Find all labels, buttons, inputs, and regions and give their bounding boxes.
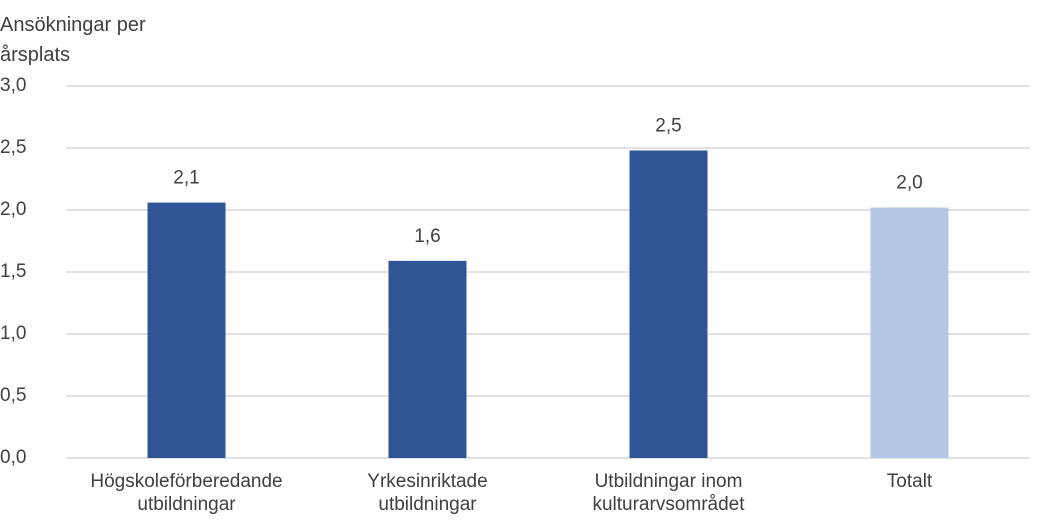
x-tick-label: Utbildningar inom kulturarvsområdet <box>592 471 745 515</box>
value-label: 2,0 <box>896 173 922 194</box>
y-tick-label: 3,0 <box>0 75 26 96</box>
y-tick-label: 0,5 <box>0 385 26 406</box>
value-label: 2,1 <box>173 168 199 189</box>
y-tick-label: 0,0 <box>0 447 26 468</box>
x-tick-label: Yrkesinriktade utbildningar <box>367 471 488 515</box>
value-label: 1,6 <box>414 226 440 247</box>
y-tick-label: 1,0 <box>0 323 26 344</box>
x-tick-label: Högskoleförberedande utbildningar <box>90 471 283 515</box>
bar <box>870 207 949 458</box>
y-tick-label: 2,5 <box>0 137 26 158</box>
bar <box>147 202 226 458</box>
y-tick-label: 2,0 <box>0 199 26 220</box>
bar <box>629 150 708 459</box>
y-tick-label: 1,5 <box>0 261 26 282</box>
value-label: 2,5 <box>655 115 681 136</box>
y-axis-label: Ansökningar per årsplats <box>0 14 146 66</box>
x-tick-label: Totalt <box>886 471 933 492</box>
bar <box>388 260 467 458</box>
